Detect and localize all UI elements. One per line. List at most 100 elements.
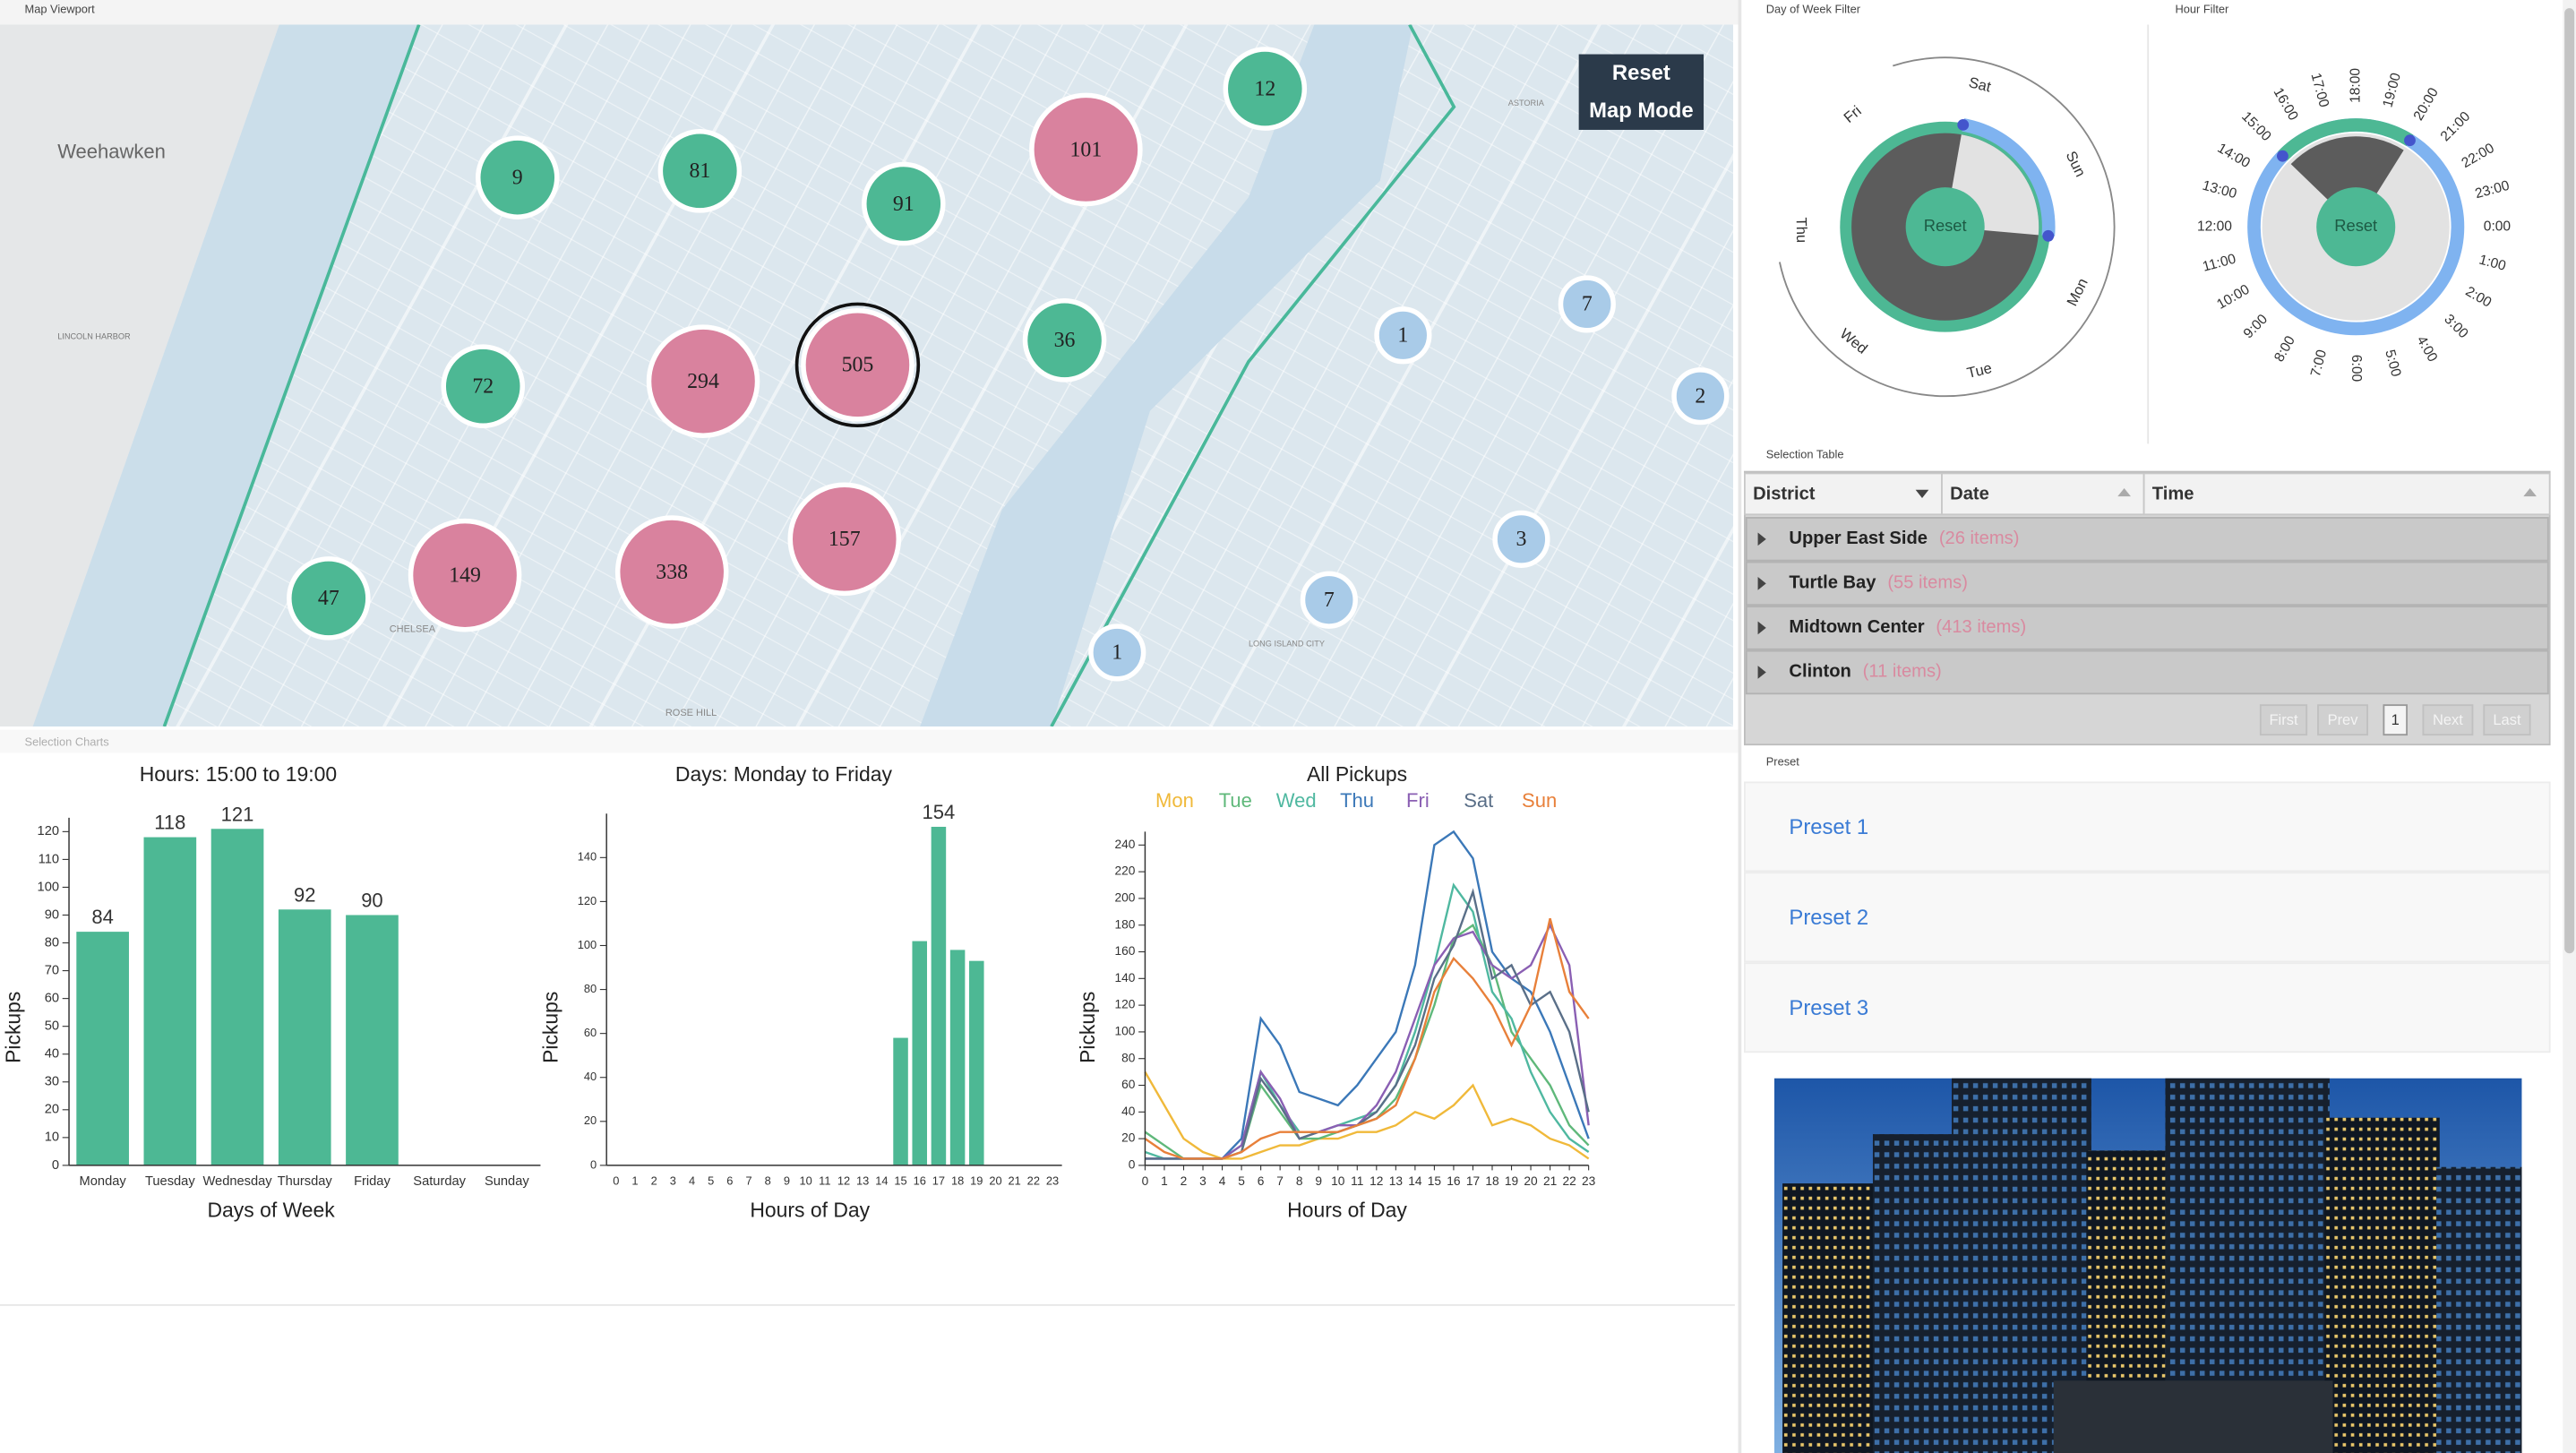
page-button-bg xyxy=(2483,704,2531,736)
table-row[interactable]: Upper East Side (26 items) xyxy=(1745,517,2549,562)
y-tick-label: 240 xyxy=(1114,838,1135,851)
reset-map-mode-button[interactable]: Reset Map Mode xyxy=(1578,54,1704,130)
handle[interactable] xyxy=(2404,134,2416,147)
y-tick-label: 80 xyxy=(45,935,59,950)
cluster[interactable]: 505 xyxy=(794,302,921,428)
cluster[interactable]: 91 xyxy=(862,161,946,246)
day-label: Thu xyxy=(1793,217,1810,243)
cluster[interactable]: 9 xyxy=(475,135,560,219)
column-header[interactable]: District xyxy=(1743,472,1943,516)
header-label: District xyxy=(1753,485,1816,504)
page-button[interactable]: First xyxy=(2259,704,2308,736)
preset-item[interactable]: Preset 3 xyxy=(1743,962,2551,1053)
cluster[interactable]: 72 xyxy=(441,344,526,428)
handle[interactable] xyxy=(2042,229,2055,242)
hour-label: 0:00 xyxy=(2484,219,2512,234)
cluster[interactable]: 47 xyxy=(287,556,371,641)
cluster[interactable]: 81 xyxy=(657,129,743,213)
cluster[interactable]: 338 xyxy=(614,515,729,629)
district: Midtown Center xyxy=(1789,617,1924,637)
y-tick-label: 50 xyxy=(45,1019,59,1034)
cluster[interactable]: 149 xyxy=(408,518,522,632)
page-button[interactable]: Last xyxy=(2483,704,2531,736)
cluster-marker xyxy=(614,515,729,629)
bar xyxy=(931,826,947,1165)
table-row[interactable]: Midtown Center (413 items) xyxy=(1745,606,2549,650)
place-label: ROSE HILL xyxy=(665,708,717,718)
x-tick-label: 14 xyxy=(875,1174,888,1188)
street xyxy=(0,24,948,726)
day-selected-arc xyxy=(1962,118,2056,236)
table-row[interactable]: Turtle Bay (55 items) xyxy=(1745,561,2549,606)
panel-title: Map Viewport xyxy=(25,2,96,15)
legend-label: Fri xyxy=(1406,789,1430,812)
page-button[interactable]: Next xyxy=(2422,704,2474,736)
page-button-label: First xyxy=(2269,712,2297,728)
cluster[interactable]: 101 xyxy=(1029,92,1143,207)
column-header[interactable]: Time xyxy=(2142,472,2551,516)
bar xyxy=(912,941,927,1165)
y-tick-label: 110 xyxy=(39,852,59,866)
x-axis-label: Hours of Day xyxy=(750,1198,870,1221)
cluster[interactable]: 2 xyxy=(1671,367,1730,426)
hour-reset[interactable]: Reset xyxy=(2316,187,2396,267)
cluster[interactable]: 157 xyxy=(787,482,902,597)
street xyxy=(0,24,1734,726)
chart-title: Hours: 15:00 to 19:00 xyxy=(140,762,337,786)
day-reset[interactable]: Reset xyxy=(1905,187,1985,267)
x-tick-label: 8 xyxy=(765,1174,771,1188)
legend-label: Wed xyxy=(1276,789,1317,812)
cluster-count: 294 xyxy=(687,370,719,393)
x-tick-label: 22 xyxy=(1027,1174,1040,1188)
legend-label: Sat xyxy=(1464,789,1493,812)
y-tick-label: 120 xyxy=(38,824,59,838)
header-label: Date xyxy=(1950,485,1989,504)
cluster[interactable]: 294 xyxy=(646,324,760,438)
y-tick-label: 0 xyxy=(52,1158,59,1173)
cluster-count: 157 xyxy=(829,528,861,551)
x-tick-label: Tuesday xyxy=(145,1174,195,1189)
table-row[interactable]: Clinton (11 items) xyxy=(1745,649,2549,695)
column-header[interactable]: Date xyxy=(1941,472,2145,516)
street xyxy=(0,24,1734,726)
handle[interactable] xyxy=(2276,150,2288,162)
y-tick-label: 80 xyxy=(584,982,597,995)
y-tick-label: 100 xyxy=(1114,1025,1135,1038)
cluster-marker xyxy=(657,129,743,213)
x-tick-label: 6 xyxy=(1258,1174,1265,1188)
cluster[interactable]: 36 xyxy=(1022,298,1107,383)
bar xyxy=(969,960,984,1165)
panel-title: Preset xyxy=(1766,755,1800,769)
x-tick-label: 22 xyxy=(1562,1174,1576,1188)
y-tick-label: 40 xyxy=(45,1047,59,1062)
cluster[interactable]: 7 xyxy=(1300,571,1358,629)
x-tick-label: 7 xyxy=(1276,1174,1284,1188)
cluster[interactable]: 7 xyxy=(1558,275,1616,333)
street xyxy=(0,24,1734,726)
legend-label: Tue xyxy=(1219,789,1252,812)
cluster[interactable]: 1 xyxy=(1088,623,1146,682)
legend-label: Sun xyxy=(1522,789,1557,812)
cluster-count: 7 xyxy=(1582,293,1593,316)
y-tick-label: 60 xyxy=(584,1026,597,1039)
cluster[interactable]: 1 xyxy=(1374,306,1432,365)
page-button[interactable]: 1 xyxy=(2383,704,2408,736)
cluster[interactable]: 3 xyxy=(1492,510,1550,568)
x-tick-label: 2 xyxy=(651,1174,657,1188)
sort-arrow xyxy=(2523,487,2537,497)
preset-label: Preset 2 xyxy=(1789,906,1868,930)
x-tick-label: 4 xyxy=(1219,1174,1226,1188)
x-tick-label: 18 xyxy=(951,1174,964,1188)
x-tick-label: 16 xyxy=(1447,1174,1461,1188)
page-button[interactable]: Prev xyxy=(2317,704,2368,736)
street xyxy=(37,24,1074,726)
handle[interactable] xyxy=(1957,118,1970,131)
preset-item[interactable]: Preset 2 xyxy=(1743,872,2551,963)
reset-button xyxy=(1905,187,1985,267)
street xyxy=(0,24,1734,726)
preset-item[interactable]: Preset 1 xyxy=(1743,781,2551,873)
x-tick-label: 19 xyxy=(970,1174,983,1188)
cluster[interactable]: 12 xyxy=(1223,47,1308,131)
map-river xyxy=(32,24,419,726)
